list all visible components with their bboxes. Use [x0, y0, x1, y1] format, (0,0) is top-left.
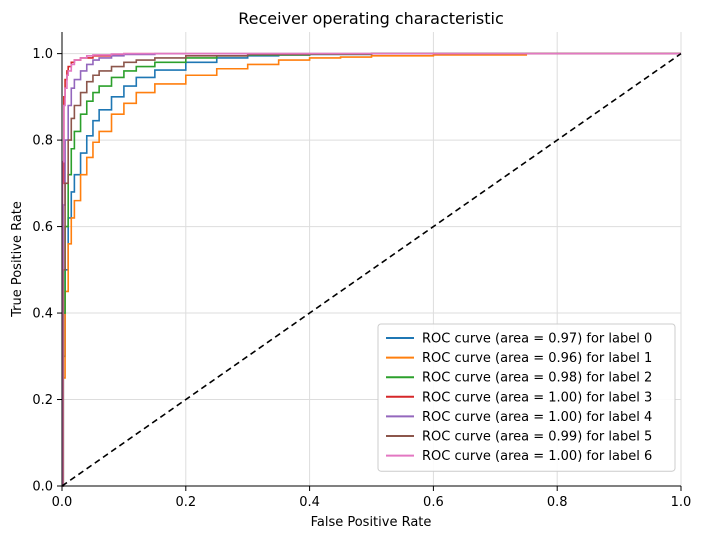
legend-label: ROC curve (area = 1.00) for label 6 [422, 449, 652, 464]
legend-label: ROC curve (area = 0.97) for label 0 [422, 332, 652, 347]
x-tick-label: 0.4 [299, 495, 320, 510]
series-line-4 [62, 52, 681, 487]
x-tick-label: 0.0 [52, 495, 73, 510]
series-lines [61, 52, 682, 487]
y-tick-label: 0.4 [32, 307, 53, 322]
series-line-6 [61, 52, 681, 487]
x-axis-label: False Positive Rate [311, 515, 432, 530]
legend-label: ROC curve (area = 0.96) for label 1 [422, 351, 652, 366]
legend-box [377, 323, 676, 472]
y-tick-label: 0.8 [32, 134, 53, 149]
y-tick-label: 0.6 [32, 220, 53, 235]
series-line-1 [62, 52, 681, 487]
legend-label: ROC curve (area = 0.99) for label 5 [422, 430, 652, 445]
legend: ROC curve (area = 0.97) for label 0 ROC c… [377, 323, 676, 472]
legend-label: ROC curve (area = 1.00) for label 4 [422, 410, 652, 425]
series-line-5 [62, 52, 681, 487]
y-axis-label: True Positive Rate [10, 201, 25, 318]
y-tick-label: 0.0 [32, 480, 53, 495]
diagonal-reference-line [61, 52, 682, 487]
axes: 0.0 0.2 0.4 0.6 0.8 1.0 0.0 0.2 0.4 0.6 0.8 1.0 [32, 32, 691, 510]
x-tick-label: 0.8 [547, 495, 568, 510]
x-tick-label: 1.0 [671, 495, 692, 510]
x-tick-label: 0.2 [175, 495, 196, 510]
y-tick-label: 0.2 [32, 393, 53, 408]
y-tick-label: 1.0 [32, 47, 53, 62]
chart-title: Receiver operating characteristic [238, 9, 504, 28]
legend-label: ROC curve (area = 0.98) for label 2 [422, 371, 652, 386]
x-tick-label: 0.6 [423, 495, 444, 510]
series-line-0 [62, 52, 681, 487]
legend-label: ROC curve (area = 1.00) for label 3 [422, 390, 652, 405]
